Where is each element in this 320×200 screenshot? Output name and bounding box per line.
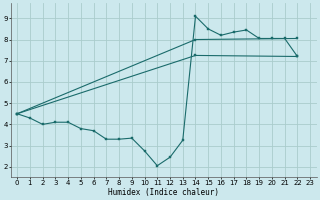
X-axis label: Humidex (Indice chaleur): Humidex (Indice chaleur) (108, 188, 219, 197)
